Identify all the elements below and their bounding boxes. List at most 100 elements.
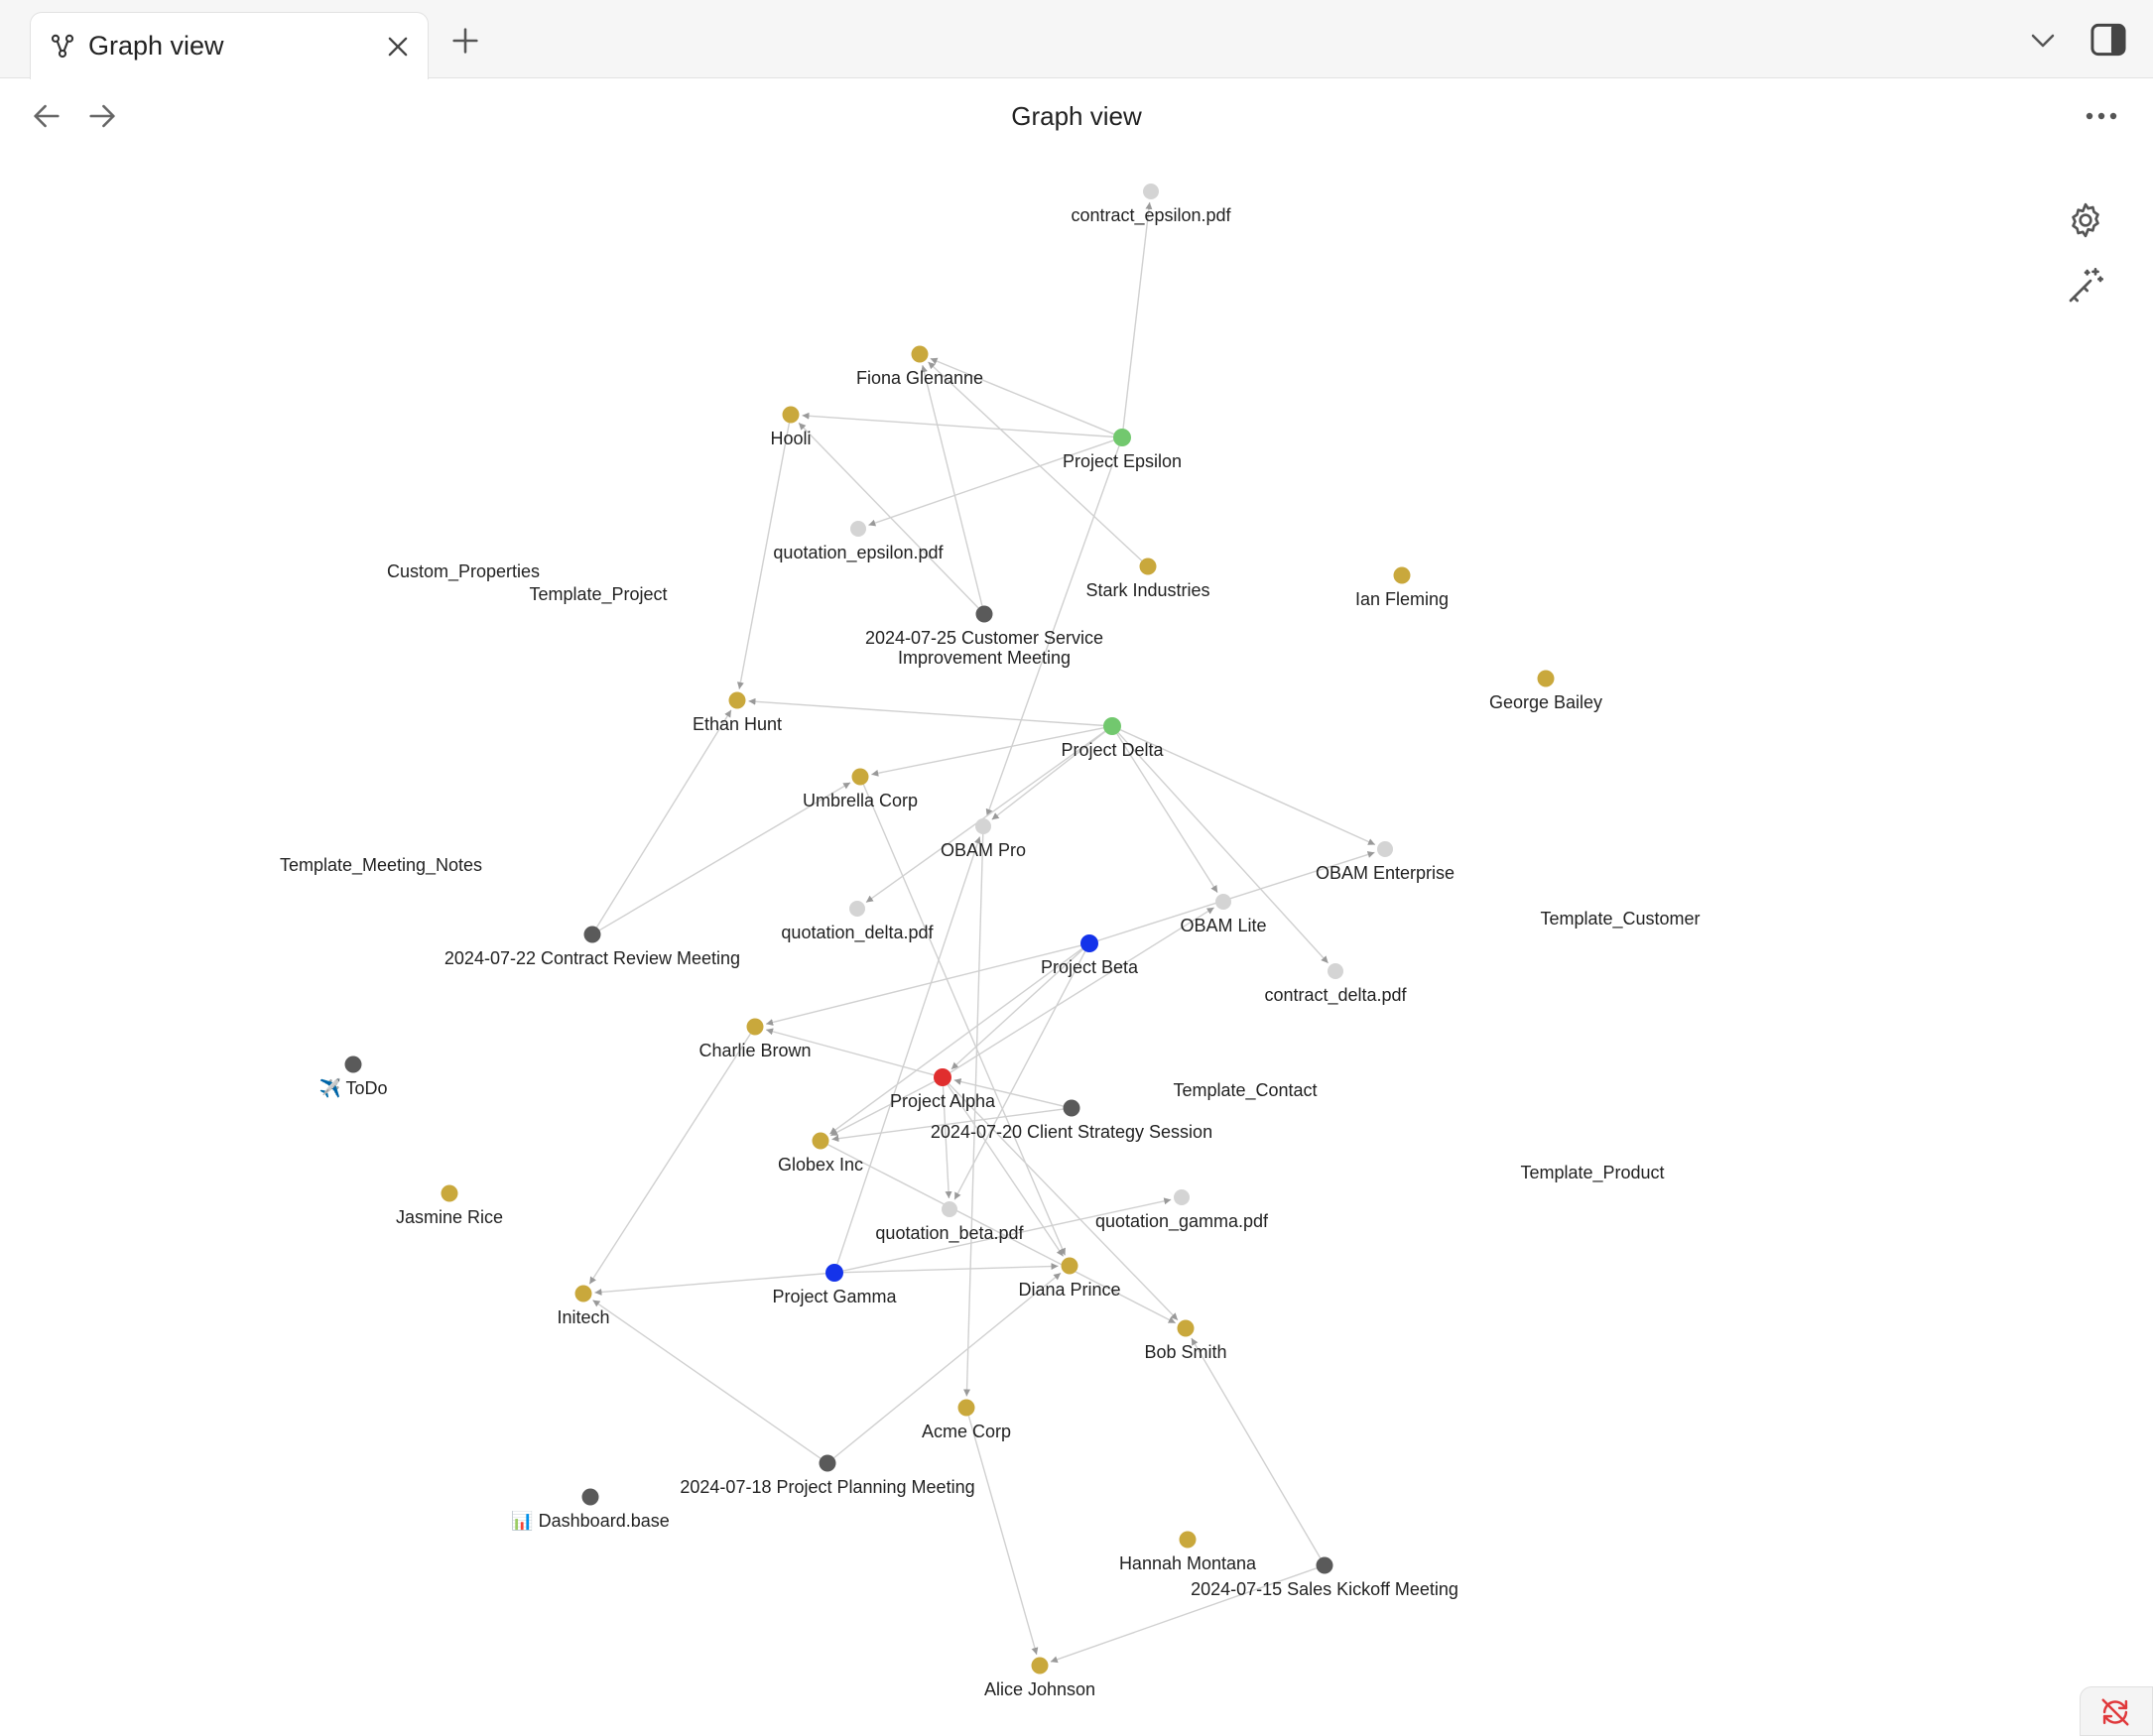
graph-node-template-customer[interactable]: Template_Customer [1540, 909, 1700, 930]
graph-node-project-gamma[interactable]: Project Gamma [772, 1264, 897, 1306]
node-dot[interactable] [581, 1488, 599, 1506]
graph-node-george[interactable]: George Bailey [1489, 670, 1602, 713]
node-label: contract_delta.pdf [1264, 985, 1407, 1006]
graph-node-project-beta[interactable]: Project Beta [1041, 934, 1139, 977]
node-dot[interactable] [344, 1055, 362, 1073]
graph-node-quotation-beta[interactable]: quotation_beta.pdf [875, 1201, 1025, 1244]
graph-node-template-contact[interactable]: Template_Contact [1173, 1080, 1317, 1101]
graph-node-bob[interactable]: Bob Smith [1144, 1319, 1227, 1363]
node-dot[interactable] [1377, 841, 1393, 857]
magic-wand-icon[interactable] [2066, 266, 2105, 306]
node-dot[interactable] [1103, 717, 1121, 735]
node-label: Fiona Glenanne [856, 368, 983, 388]
graph-node-contract-delta[interactable]: contract_delta.pdf [1264, 963, 1408, 1006]
node-dot[interactable] [975, 818, 991, 834]
sidebar-toggle-icon[interactable] [2090, 22, 2127, 58]
graph-edge-project_beta-to-globex [828, 947, 1083, 1135]
graph-edge-meeting_0720-to-project_alpha [953, 1078, 1064, 1107]
node-dot[interactable] [1177, 1319, 1195, 1337]
graph-node-meeting-0722[interactable]: 2024-07-22 Contract Review Meeting [444, 926, 740, 969]
graph-node-quotation-delta[interactable]: quotation_delta.pdf [781, 901, 935, 943]
view-header: Graph view [0, 79, 2153, 153]
gear-icon[interactable] [2066, 200, 2105, 240]
graph-edge-project_epsilon-to-hooli [802, 412, 1114, 438]
node-dot[interactable] [1080, 934, 1098, 952]
graph-node-project-epsilon[interactable]: Project Epsilon [1063, 429, 1182, 471]
node-dot[interactable] [1393, 566, 1411, 584]
node-dot[interactable] [1063, 1099, 1080, 1117]
graph-node-dashboard[interactable]: 📊 Dashboard.base [511, 1488, 670, 1532]
graph-node-hannah[interactable]: Hannah Montana [1119, 1531, 1257, 1574]
node-dot[interactable] [1328, 963, 1343, 979]
graph-node-template-project[interactable]: Template_Project [529, 584, 667, 605]
graph-node-acme[interactable]: Acme Corp [922, 1399, 1011, 1442]
graph-node-stark[interactable]: Stark Industries [1085, 558, 1210, 601]
graph-node-obam-pro[interactable]: OBAM Pro [941, 818, 1026, 860]
graph-node-charlie[interactable]: Charlie Brown [698, 1018, 812, 1061]
node-dot[interactable] [911, 345, 929, 363]
node-dot[interactable] [849, 901, 865, 917]
node-dot[interactable] [1174, 1189, 1190, 1205]
graph-node-project-alpha[interactable]: Project Alpha [890, 1068, 996, 1111]
arrow-left-icon[interactable] [30, 99, 63, 133]
node-dot[interactable] [975, 605, 993, 623]
node-dot[interactable] [574, 1285, 592, 1302]
node-dot[interactable] [1113, 429, 1131, 446]
arrow-right-icon[interactable] [85, 99, 119, 133]
graph-node-hooli[interactable]: Hooli [770, 406, 812, 449]
graph-node-quotation-epsilon[interactable]: quotation_epsilon.pdf [773, 521, 945, 563]
graph-node-ian[interactable]: Ian Fleming [1355, 566, 1449, 610]
graph-node-ethan[interactable]: Ethan Hunt [693, 691, 782, 735]
graph-node-template-meeting-notes[interactable]: Template_Meeting_Notes [280, 855, 482, 876]
graph-node-project-delta[interactable]: Project Delta [1061, 717, 1165, 760]
node-dot[interactable] [819, 1454, 836, 1472]
graph-node-template-product[interactable]: Template_Product [1520, 1163, 1664, 1183]
graph-node-contract-epsilon[interactable]: contract_epsilon.pdf [1071, 184, 1232, 226]
graph-node-obam-enterprise[interactable]: OBAM Enterprise [1316, 841, 1455, 883]
node-dot[interactable] [942, 1201, 957, 1217]
node-label: Project Epsilon [1063, 451, 1182, 471]
chevron-down-icon[interactable] [2028, 28, 2058, 54]
node-dot[interactable] [583, 926, 601, 943]
close-icon[interactable] [384, 33, 412, 61]
node-dot[interactable] [1143, 184, 1159, 199]
node-dot[interactable] [1316, 1556, 1333, 1574]
graph-node-alice[interactable]: Alice Johnson [984, 1657, 1095, 1700]
graph-node-diana[interactable]: Diana Prince [1018, 1257, 1121, 1301]
node-dot[interactable] [746, 1018, 764, 1036]
node-dot[interactable] [825, 1264, 843, 1282]
node-dot[interactable] [850, 521, 866, 537]
graph-canvas[interactable]: contract_epsilon.pdf Fiona Glenanne Hooli P… [0, 153, 2153, 1736]
node-dot[interactable] [728, 691, 746, 709]
graph-node-globex[interactable]: Globex Inc [778, 1132, 863, 1176]
node-label: 2024-07-20 Client Strategy Session [931, 1122, 1212, 1142]
plus-icon[interactable] [448, 24, 482, 58]
node-dot[interactable] [441, 1184, 458, 1202]
graph-node-obam-lite[interactable]: OBAM Lite [1180, 894, 1267, 935]
node-dot[interactable] [957, 1399, 975, 1417]
graph-node-fiona[interactable]: Fiona Glenanne [856, 345, 983, 389]
graph-node-jasmine[interactable]: Jasmine Rice [396, 1184, 503, 1228]
more-horizontal-icon[interactable] [2082, 101, 2121, 131]
sync-status[interactable] [2080, 1686, 2153, 1736]
graph-node-meeting-0715[interactable]: 2024-07-15 Sales Kickoff Meeting [1191, 1556, 1458, 1600]
node-dot[interactable] [1179, 1531, 1197, 1549]
graph-node-meeting-0718[interactable]: 2024-07-18 Project Planning Meeting [680, 1454, 975, 1498]
node-dot[interactable] [1061, 1257, 1078, 1275]
graph-node-umbrella[interactable]: Umbrella Corp [803, 768, 918, 811]
graph-node-quotation-gamma[interactable]: quotation_gamma.pdf [1095, 1189, 1269, 1232]
graph-node-initech[interactable]: Initech [557, 1285, 610, 1328]
node-dot[interactable] [1031, 1657, 1049, 1674]
node-dot[interactable] [1139, 558, 1157, 575]
graph-node-todo[interactable]: ✈️ ToDo [318, 1055, 388, 1099]
node-dot[interactable] [851, 768, 869, 786]
node-dot[interactable] [782, 406, 800, 424]
node-dot[interactable] [934, 1068, 951, 1086]
node-dot[interactable] [1537, 670, 1555, 687]
tab-graph-view[interactable]: Graph view [30, 12, 429, 79]
graph-node-custom-properties[interactable]: Custom_Properties [387, 561, 540, 582]
graph-node-meeting-0720[interactable]: 2024-07-20 Client Strategy Session [931, 1099, 1212, 1143]
node-dot[interactable] [812, 1132, 829, 1150]
node-dot[interactable] [1215, 894, 1231, 910]
